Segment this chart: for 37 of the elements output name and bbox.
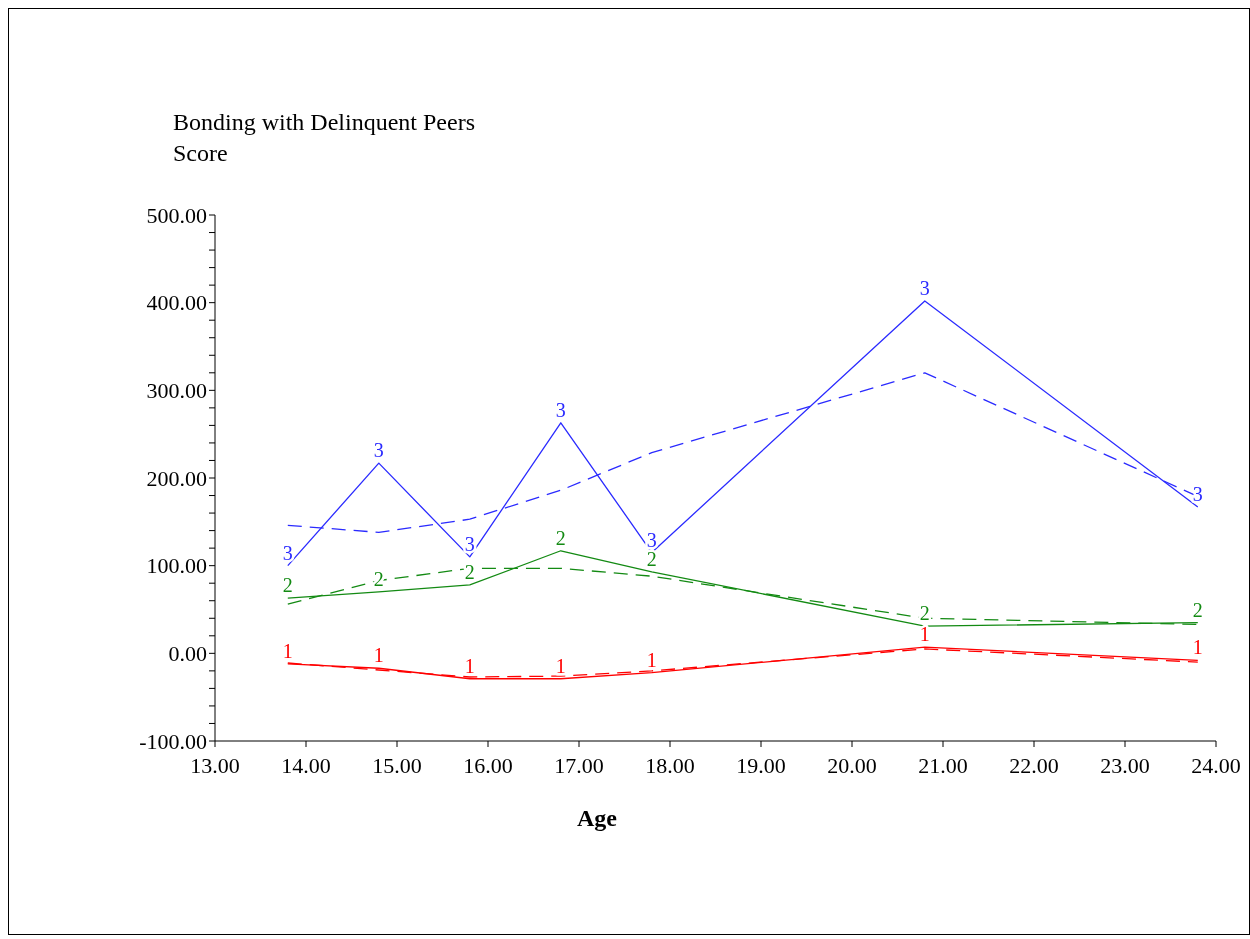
- text: 1: [1192, 636, 1203, 659]
- x-tick-label: 20.00: [827, 752, 877, 778]
- x-tick-label: 15.00: [372, 752, 422, 778]
- text: 1: [555, 654, 566, 677]
- text: 2: [282, 574, 293, 597]
- y-tick-label: 0.00: [168, 641, 207, 667]
- text: 3: [919, 276, 930, 299]
- y-tick-label: 500.00: [146, 202, 207, 228]
- text: 3: [555, 398, 566, 421]
- y-axis-title: Bonding with Delinquent Peers Score: [173, 108, 475, 168]
- text: 1: [646, 648, 657, 671]
- x-tick-label: 19.00: [736, 752, 786, 778]
- text: 3: [373, 439, 384, 462]
- text: 2: [555, 526, 566, 549]
- x-tick-label: 21.00: [918, 752, 968, 778]
- x-tick-label: 23.00: [1100, 752, 1150, 778]
- series-label: 1: [464, 654, 475, 677]
- y-tick-label: 300.00: [146, 378, 207, 404]
- x-tick-label: 22.00: [1009, 752, 1059, 778]
- x-axis-title: Age: [577, 805, 617, 832]
- text: 1: [919, 623, 930, 646]
- x-tick-label: 17.00: [554, 752, 604, 778]
- x-tick-label: 24.00: [1191, 752, 1241, 778]
- x-tick-label: 18.00: [645, 752, 695, 778]
- y-tick-label: -100.00: [139, 728, 207, 754]
- y-tick-label: 100.00: [146, 553, 207, 579]
- series-label: 3: [1192, 482, 1203, 505]
- x-tick-label: 16.00: [463, 752, 513, 778]
- y-tick-label: 200.00: [146, 465, 207, 491]
- y-tick-label: 400.00: [146, 290, 207, 316]
- text: 3: [464, 532, 475, 555]
- text: 2: [1192, 598, 1203, 621]
- text: 1: [373, 644, 384, 667]
- text: 3: [282, 541, 293, 564]
- x-tick-label: 13.00: [190, 752, 240, 778]
- x-tick-label: 14.00: [281, 752, 331, 778]
- text: 1: [282, 639, 293, 662]
